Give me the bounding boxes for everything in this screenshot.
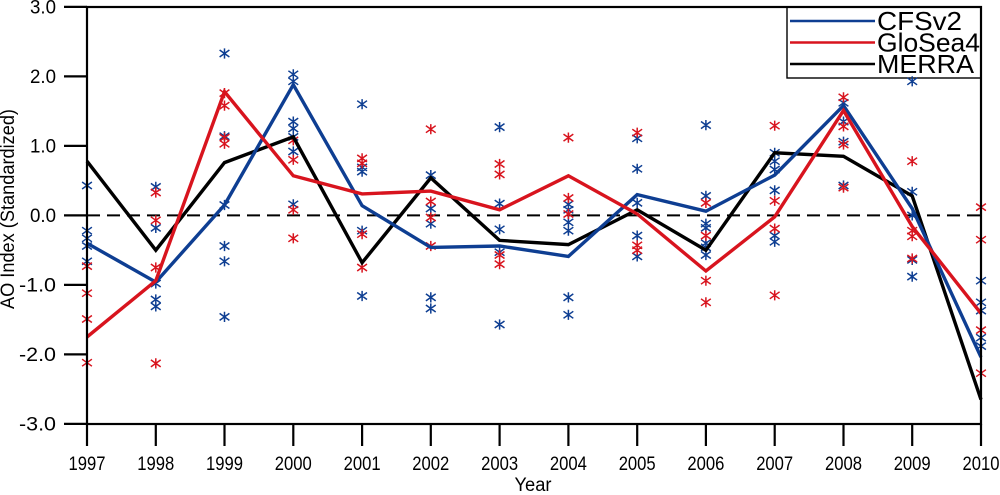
svg-text:AO Index (Standardized): AO Index (Standardized) [0, 109, 19, 309]
svg-text:2007: 2007 [756, 454, 793, 475]
svg-text:2010: 2010 [963, 454, 1000, 475]
svg-text:2002: 2002 [412, 454, 449, 475]
svg-text:1.0: 1.0 [30, 136, 56, 157]
svg-text:2009: 2009 [894, 454, 931, 475]
svg-text:GloSea4: GloSea4 [877, 28, 980, 58]
svg-text:2004: 2004 [550, 454, 587, 475]
svg-text:2008: 2008 [825, 454, 862, 475]
svg-text:1997: 1997 [69, 454, 106, 475]
svg-text:2001: 2001 [344, 454, 381, 475]
svg-text:1998: 1998 [137, 454, 174, 475]
svg-text:2005: 2005 [619, 454, 656, 475]
svg-text:-1.0: -1.0 [19, 275, 56, 296]
svg-text:-2.0: -2.0 [19, 345, 56, 366]
svg-text:Year: Year [515, 475, 553, 495]
svg-text:3.0: 3.0 [30, 0, 56, 18]
svg-text:1999: 1999 [206, 454, 243, 475]
svg-text:0.0: 0.0 [30, 206, 56, 227]
svg-text:2006: 2006 [687, 454, 724, 475]
svg-text:CFSv2: CFSv2 [877, 6, 962, 36]
svg-text:2.0: 2.0 [30, 67, 56, 88]
svg-text:2000: 2000 [275, 454, 312, 475]
svg-text:2003: 2003 [481, 454, 518, 475]
svg-text:-3.0: -3.0 [19, 414, 56, 435]
svg-text:MERRA: MERRA [877, 49, 975, 79]
